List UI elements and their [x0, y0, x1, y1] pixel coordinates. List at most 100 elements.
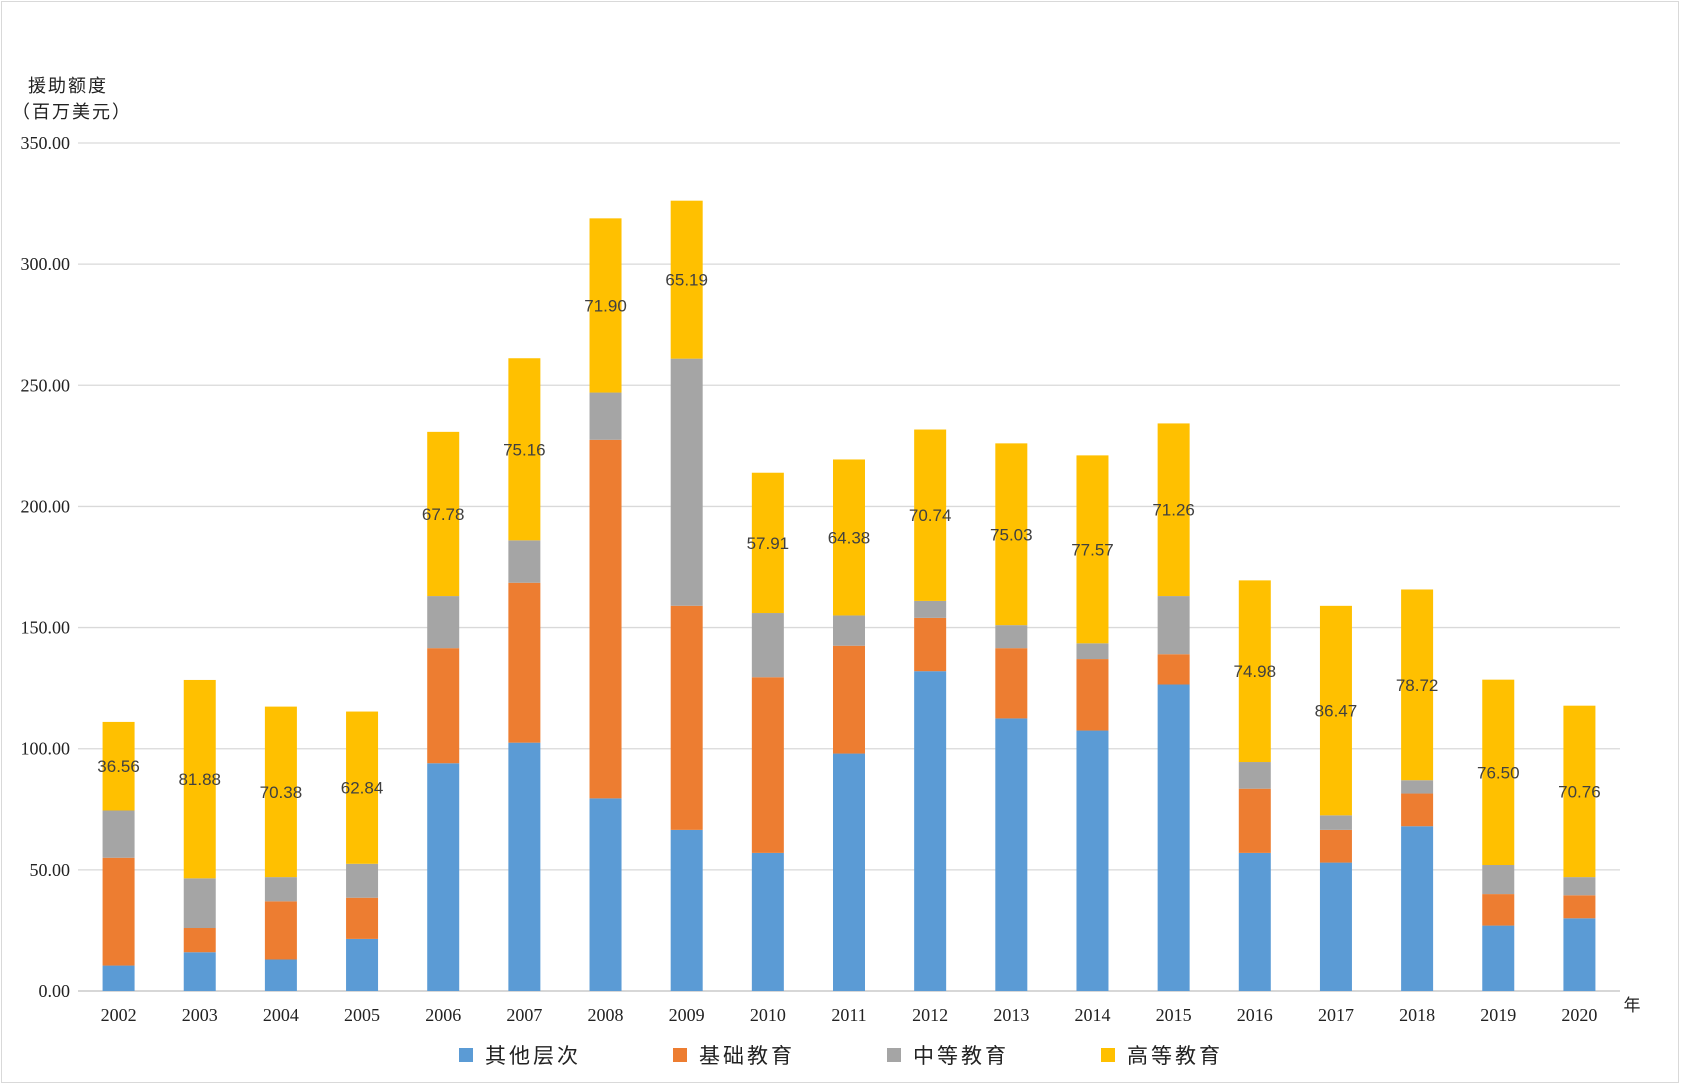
bar-segment [833, 753, 865, 991]
bar-segment [589, 218, 622, 393]
x-tick-label: 2019 [1480, 1005, 1516, 1025]
legend-swatch [1101, 1048, 1115, 1062]
bar-segment [183, 952, 216, 991]
data-label: 70.74 [909, 506, 952, 525]
bar-segment [183, 928, 216, 953]
bar-segment [670, 605, 703, 830]
bar-segment [1319, 605, 1352, 816]
x-tick-label: 2014 [1074, 1005, 1110, 1025]
bar-segment [346, 711, 379, 864]
bar-segment [427, 763, 460, 991]
x-tick-label: 2005 [344, 1005, 380, 1025]
bar-segment [1157, 654, 1190, 685]
data-label: 75.03 [990, 525, 1033, 544]
data-label: 76.50 [1477, 763, 1520, 782]
bar-segment [751, 472, 784, 614]
bar-segment [346, 938, 379, 991]
bar-segment [1563, 705, 1596, 878]
y-tick-label: 0.00 [39, 981, 71, 1001]
bar-segment [183, 878, 216, 929]
bar-segment [508, 358, 541, 541]
bar-segment [264, 901, 297, 960]
y-tick-label: 250.00 [21, 375, 71, 395]
y-tick-label: 100.00 [21, 739, 71, 759]
bar-segment [346, 863, 379, 898]
bar-segment [914, 600, 947, 618]
data-label: 78.72 [1396, 676, 1439, 695]
x-tick-label: 2018 [1399, 1005, 1435, 1025]
x-tick-label: 2020 [1561, 1005, 1597, 1025]
bar-segment [1238, 852, 1271, 991]
bar-segment [1157, 684, 1190, 991]
bar-segment [1482, 865, 1515, 895]
data-label: 62.84 [341, 779, 384, 798]
data-label: 67.78 [422, 505, 465, 524]
bar-segment [264, 959, 297, 991]
bar-segment [346, 897, 379, 939]
bar-segment [1238, 762, 1271, 789]
x-tick-label: 2017 [1318, 1005, 1354, 1025]
x-tick-label: 2006 [425, 1005, 461, 1025]
bar-segment [589, 798, 622, 991]
x-tick-label: 2008 [588, 1005, 624, 1025]
x-tick-label: 2012 [912, 1005, 948, 1025]
data-label: 71.26 [1152, 501, 1195, 520]
bar-segment [1482, 679, 1515, 866]
data-label: 57.91 [747, 534, 790, 553]
x-tick-label: 2003 [182, 1005, 218, 1025]
x-tick-label: 2009 [669, 1005, 705, 1025]
bar-segment [833, 459, 865, 616]
bar-segment [914, 671, 947, 991]
bar-segment [427, 648, 460, 764]
bar-segment [995, 648, 1028, 719]
x-tick-label: 2013 [993, 1005, 1029, 1025]
bar-segment [427, 431, 460, 597]
bar-segment [1482, 925, 1515, 991]
x-tick-label: 2010 [750, 1005, 786, 1025]
bar-segment [914, 429, 947, 601]
bar-segment [914, 617, 947, 672]
bar-segment [102, 810, 135, 858]
bar-segment [183, 679, 216, 879]
bar-segment [1238, 580, 1271, 763]
data-label: 70.76 [1558, 782, 1601, 801]
legend-label: 基础教育 [699, 1044, 795, 1068]
bar-segment [833, 615, 865, 646]
data-label: 64.38 [828, 528, 871, 547]
legend-label: 中等教育 [913, 1044, 1009, 1068]
bar-segment [102, 965, 135, 991]
bar-segment [995, 443, 1028, 626]
bar-segment [670, 829, 703, 991]
legend-label: 高等教育 [1127, 1044, 1223, 1068]
x-axis-label: 年 [1624, 996, 1641, 1016]
data-label: 74.98 [1234, 662, 1277, 681]
bar-segment [1076, 659, 1109, 731]
legend: 其他层次 基础教育 中等教育 高等教育 [0, 1040, 1682, 1070]
bar-segment [1563, 918, 1596, 991]
y-axis-label: 援助额度 （百万美元） [12, 74, 132, 126]
bar-segment [1157, 596, 1190, 655]
bar-segment [1401, 826, 1434, 991]
bar-segment [670, 200, 703, 359]
bar-segment [1563, 895, 1596, 919]
y-tick-label: 350.00 [21, 133, 71, 153]
bar-segment [833, 645, 865, 754]
bar-segment [1076, 455, 1109, 644]
x-tick-label: 2004 [263, 1005, 299, 1025]
bar-segment [589, 439, 622, 799]
bar-segment [1482, 894, 1515, 926]
bar-segment [1076, 730, 1109, 991]
bar-segment [1076, 643, 1109, 660]
x-tick-label: 2007 [506, 1005, 542, 1025]
legend-item-basic: 基础教育 [673, 1040, 795, 1070]
data-label: 71.90 [584, 296, 627, 315]
legend-item-higher: 高等教育 [1101, 1040, 1223, 1070]
data-label: 77.57 [1071, 540, 1114, 559]
x-tick-label: 2015 [1156, 1005, 1192, 1025]
bar-segment [751, 677, 784, 853]
bar-segment [1401, 589, 1434, 781]
data-label: 81.88 [178, 770, 221, 789]
y-tick-label: 50.00 [30, 860, 71, 880]
data-label: 86.47 [1315, 702, 1358, 721]
legend-item-secondary: 中等教育 [887, 1040, 1009, 1070]
